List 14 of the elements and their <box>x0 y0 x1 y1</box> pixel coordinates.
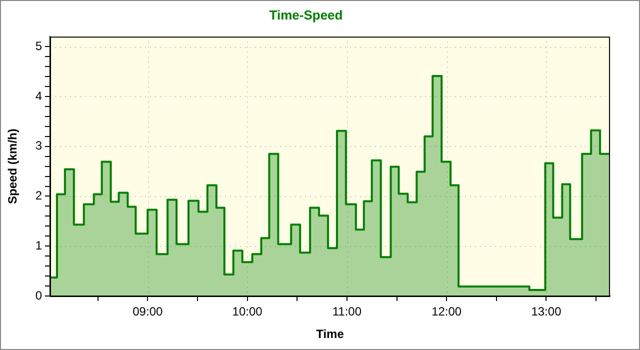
y-tick-label: 3 <box>35 138 42 153</box>
x-tick-label: 10:00 <box>232 304 263 319</box>
y-tick-label: 5 <box>35 38 42 53</box>
x-tick-label: 13:00 <box>531 304 562 319</box>
y-axis-title: Speed (km/h) <box>6 128 20 204</box>
x-axis-title: Time <box>316 327 344 342</box>
x-tick-label: 09:00 <box>132 304 163 319</box>
y-tick-label: 0 <box>35 288 42 302</box>
y-tick-label: 1 <box>35 238 42 252</box>
y-tick-label: 4 <box>35 88 42 103</box>
chart-title: Time-Speed <box>269 7 343 22</box>
x-tick-label: 11:00 <box>332 304 362 319</box>
y-tick-label: 2 <box>35 188 42 203</box>
x-tick-label: 12:00 <box>432 304 462 319</box>
